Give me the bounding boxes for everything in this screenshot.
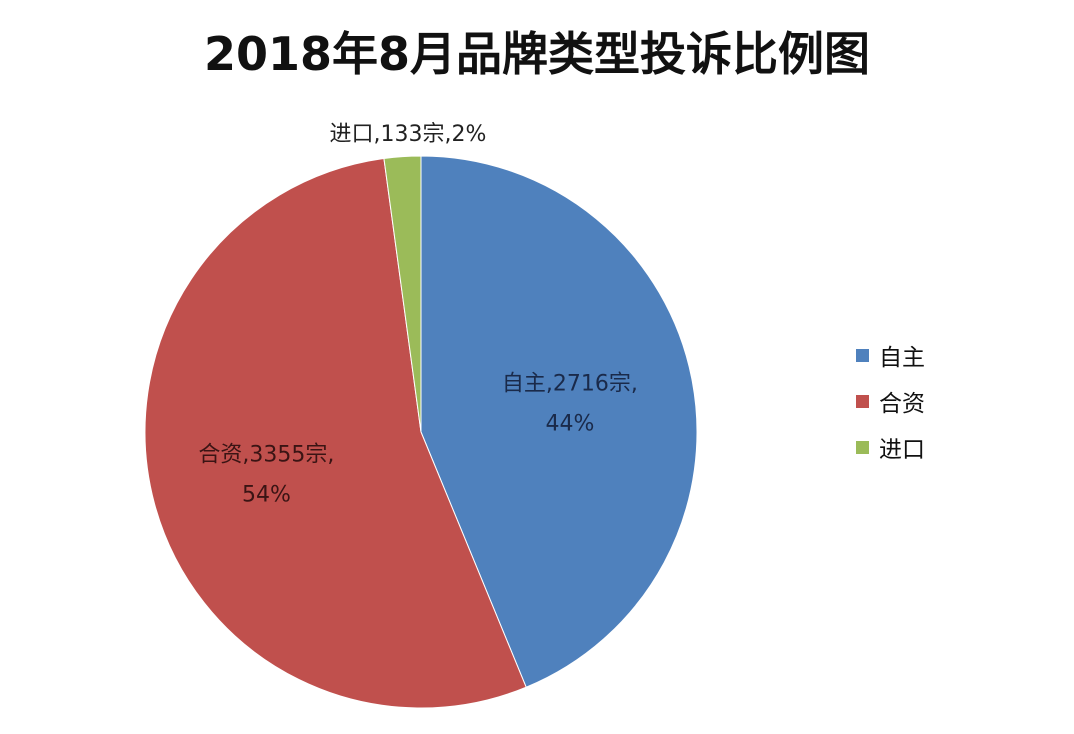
legend-swatch-hezi: [856, 394, 869, 408]
data-label-line: 合资,3355宗,: [198, 443, 334, 468]
legend-label-hezi: 合资: [879, 391, 925, 417]
legend-label-zizhu: 自主: [879, 345, 925, 371]
pie-slice-hezi: [144, 157, 527, 709]
legend-swatch-jinkou: [856, 440, 869, 454]
data-label-line: 54%: [242, 483, 291, 508]
data-label-line: 44%: [545, 412, 594, 437]
pie-slice-jinkou: [383, 155, 422, 433]
data-label-line: 自主,2716宗,: [502, 372, 638, 397]
legend-item-jinkou: 进口: [856, 424, 925, 470]
pie-data-labels: 自主,2716宗, 44% 合资,3355宗, 54% 进口,133宗,2%: [198, 122, 637, 508]
pie-slices: [144, 155, 698, 709]
data-label-line: 进口,133宗,2%: [330, 122, 487, 147]
legend-item-hezi: 合资: [856, 378, 925, 424]
data-label-hezi: 合资,3355宗, 54%: [198, 443, 334, 508]
chart-title: 2018年8月品牌类型投诉比例图: [203, 27, 871, 81]
legend-swatch-zizhu: [856, 348, 869, 362]
legend-label-jinkou: 进口: [879, 437, 925, 463]
data-label-jinkou: 进口,133宗,2%: [330, 122, 487, 147]
pie-slice-zizhu: [420, 155, 698, 688]
data-label-zizhu: 自主,2716宗, 44%: [502, 372, 638, 437]
legend: 自主 合资 进口: [856, 332, 925, 470]
legend-item-zizhu: 自主: [856, 332, 925, 378]
